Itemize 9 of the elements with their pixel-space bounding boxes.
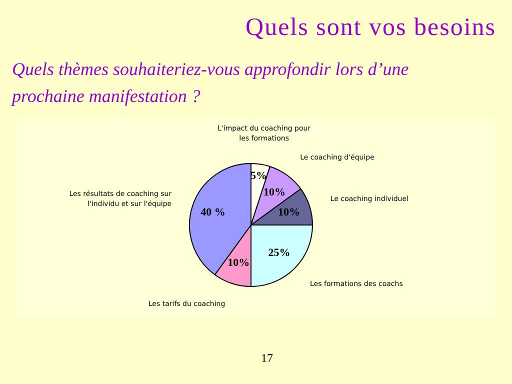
- data-label: 40 %: [200, 206, 226, 218]
- data-label: 10%: [228, 256, 250, 269]
- data-label: 10%: [278, 206, 300, 218]
- data-label: 10%: [263, 186, 286, 199]
- chart-title: Quels sont vos besoins: [246, 14, 496, 42]
- data-label: 5%: [250, 170, 267, 182]
- text: 17: [260, 351, 274, 366]
- data-label: 25%: [268, 247, 290, 260]
- chart-subtitle: Quels thèmes souhaiteriez-vous approfondir lors d’une prochaine manifestation ?: [12, 58, 410, 108]
